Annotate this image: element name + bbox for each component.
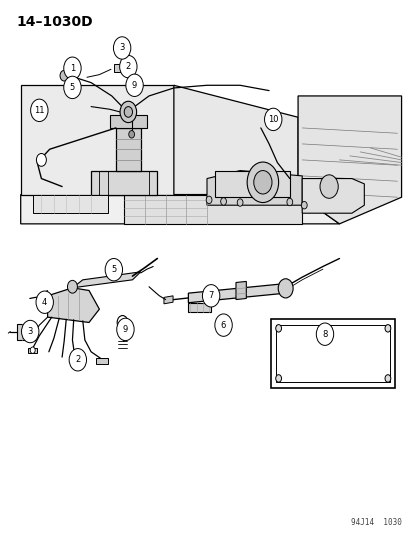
Circle shape [237, 199, 242, 206]
Polygon shape [21, 195, 339, 224]
Circle shape [384, 375, 390, 382]
Circle shape [278, 279, 292, 298]
Circle shape [105, 259, 122, 281]
Circle shape [126, 74, 143, 96]
Text: 9: 9 [123, 325, 128, 334]
Polygon shape [114, 64, 128, 72]
Circle shape [116, 318, 134, 341]
Polygon shape [235, 281, 246, 300]
Circle shape [316, 323, 333, 345]
FancyBboxPatch shape [275, 325, 389, 382]
Polygon shape [109, 115, 147, 128]
Text: 3: 3 [28, 327, 33, 336]
Circle shape [36, 291, 53, 313]
Circle shape [220, 198, 226, 205]
Text: 4: 4 [42, 298, 47, 306]
Polygon shape [41, 290, 47, 300]
Circle shape [64, 57, 81, 79]
Text: 7: 7 [208, 292, 213, 300]
Circle shape [60, 70, 68, 81]
Circle shape [384, 325, 390, 332]
Circle shape [206, 196, 211, 204]
Polygon shape [164, 296, 173, 304]
Circle shape [119, 55, 137, 78]
Polygon shape [47, 288, 99, 322]
Text: 94J14  1030: 94J14 1030 [350, 518, 401, 527]
Polygon shape [124, 195, 301, 224]
Text: 2: 2 [126, 62, 131, 71]
Circle shape [31, 99, 48, 122]
Polygon shape [33, 195, 107, 213]
Polygon shape [91, 171, 157, 195]
Circle shape [319, 175, 337, 198]
Circle shape [202, 285, 219, 307]
Text: 2: 2 [75, 356, 80, 364]
Polygon shape [21, 85, 173, 195]
Polygon shape [206, 171, 301, 205]
Polygon shape [215, 171, 289, 197]
Text: 14–1030D: 14–1030D [17, 15, 93, 29]
Circle shape [120, 101, 136, 123]
Circle shape [128, 131, 134, 138]
Polygon shape [301, 179, 363, 213]
Polygon shape [17, 324, 35, 340]
Circle shape [30, 347, 35, 353]
Text: 5: 5 [111, 265, 116, 274]
Polygon shape [96, 358, 108, 364]
Polygon shape [173, 85, 297, 195]
Text: 1: 1 [70, 64, 75, 72]
Circle shape [64, 76, 81, 99]
Circle shape [275, 325, 281, 332]
Circle shape [286, 198, 292, 206]
Circle shape [214, 314, 232, 336]
Circle shape [124, 107, 132, 117]
Polygon shape [297, 96, 401, 224]
Text: 10: 10 [267, 115, 278, 124]
Circle shape [69, 349, 86, 371]
Text: 3: 3 [119, 44, 124, 52]
Polygon shape [72, 272, 140, 288]
Circle shape [264, 108, 281, 131]
Text: 5: 5 [70, 83, 75, 92]
Circle shape [275, 375, 281, 382]
Circle shape [36, 154, 46, 166]
Polygon shape [28, 348, 37, 353]
Circle shape [113, 37, 131, 59]
Text: 6: 6 [221, 321, 225, 329]
Polygon shape [116, 128, 140, 171]
Text: 11: 11 [34, 106, 45, 115]
Circle shape [21, 320, 39, 343]
Text: 8: 8 [322, 330, 327, 338]
Circle shape [117, 316, 128, 329]
Circle shape [253, 171, 271, 194]
Polygon shape [188, 303, 211, 312]
Circle shape [67, 280, 77, 293]
Circle shape [247, 162, 278, 203]
Circle shape [301, 201, 306, 209]
Polygon shape [188, 284, 285, 303]
FancyBboxPatch shape [271, 319, 394, 388]
Text: 9: 9 [132, 81, 137, 90]
